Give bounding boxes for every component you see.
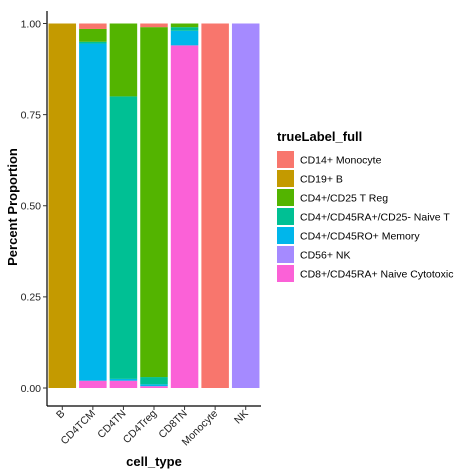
legend-swatch <box>277 170 294 187</box>
bar-cd4treg-cd4-cd45ra-cd25-naive-t <box>140 377 168 385</box>
legend-label: CD4+/CD25 T Reg <box>300 193 388 205</box>
bar-cd4tn-cd4-cd25-t-reg <box>109 23 138 97</box>
x-tick-label: CD4Treg <box>121 408 159 446</box>
legend-label: CD19+ B <box>300 174 343 186</box>
bar-cd4tcm-cd4-cd25-t-reg <box>79 28 107 42</box>
y-tick-label: 0.00 <box>21 383 42 395</box>
bar-cd4treg-cd14-monocyte <box>140 23 168 28</box>
legend-swatch <box>277 208 294 225</box>
y-axis-title: Percent Proportion <box>5 148 20 266</box>
bar-cd4treg-cd8-cd45ra-naive-cytotoxic <box>140 386 168 388</box>
bars-layer <box>48 23 260 389</box>
y-tick-label: 0.75 <box>21 109 42 121</box>
bar-cd4tn-cd8-cd45ra-naive-cytotoxic <box>109 380 138 388</box>
bar-cd4tn-cd4-cd45ro-memory <box>109 378 138 381</box>
y-ticks: 0.00 0.25 0.50 0.75 1.00 <box>21 18 47 395</box>
bar-b-cd19-b <box>48 23 77 388</box>
legend: CD14+ Monocyte CD19+ B CD4+/CD25 T Reg CD4+… <box>277 151 453 282</box>
legend-swatch <box>277 265 294 282</box>
legend-label: CD4+/CD45RO+ Memory <box>300 231 420 243</box>
legend-label: CD8+/CD45RA+ Naive Cytotoxic <box>300 269 453 281</box>
bar-cd4treg-cd4-cd25-t-reg <box>140 27 168 378</box>
bar-monocyte-cd14-monocyte <box>201 23 229 388</box>
bar-cd8tn-cd4-cd45ro-memory <box>170 30 199 46</box>
bar-cd4tcm-cd8-cd45ra-naive-cytotoxic <box>79 380 107 388</box>
bar-cd4tcm-cd4-cd45ro-memory <box>79 43 107 381</box>
bar-cd4treg-cd4-cd45ro-memory <box>140 384 168 387</box>
legend-swatch <box>277 151 294 168</box>
legend-label: CD56+ NK <box>300 250 350 262</box>
legend-title: trueLabel_full <box>277 129 362 144</box>
x-axis-title: cell_type <box>126 454 182 469</box>
legend-swatch <box>277 227 294 244</box>
legend-swatch <box>277 189 294 206</box>
bar-cd8tn-cd4-cd45ra-cd25-naive-t <box>170 27 199 31</box>
x-tick-label: B <box>54 408 67 421</box>
x-tick-label: NK <box>232 408 251 427</box>
legend-label: CD14+ Monocyte <box>300 155 382 167</box>
bar-nk-cd56-nk <box>231 23 260 388</box>
bar-cd8tn-cd8-cd45ra-naive-cytotoxic <box>170 45 199 389</box>
legend-swatch <box>277 246 294 263</box>
bar-cd4tcm-cd4-cd45ra-cd25-naive-t <box>79 41 107 44</box>
bar-cd4tcm-cd14-monocyte <box>79 23 107 29</box>
y-tick-label: 0.25 <box>21 292 42 304</box>
bar-cd4tn-cd4-cd45ra-cd25-naive-t <box>109 96 138 379</box>
y-tick-label: 0.50 <box>21 201 42 213</box>
y-tick-label: 1.00 <box>21 18 42 30</box>
bar-cd8tn-cd4-cd25-t-reg <box>170 23 199 28</box>
legend-label: CD4+/CD45RA+/CD25- Naive T <box>300 212 450 224</box>
